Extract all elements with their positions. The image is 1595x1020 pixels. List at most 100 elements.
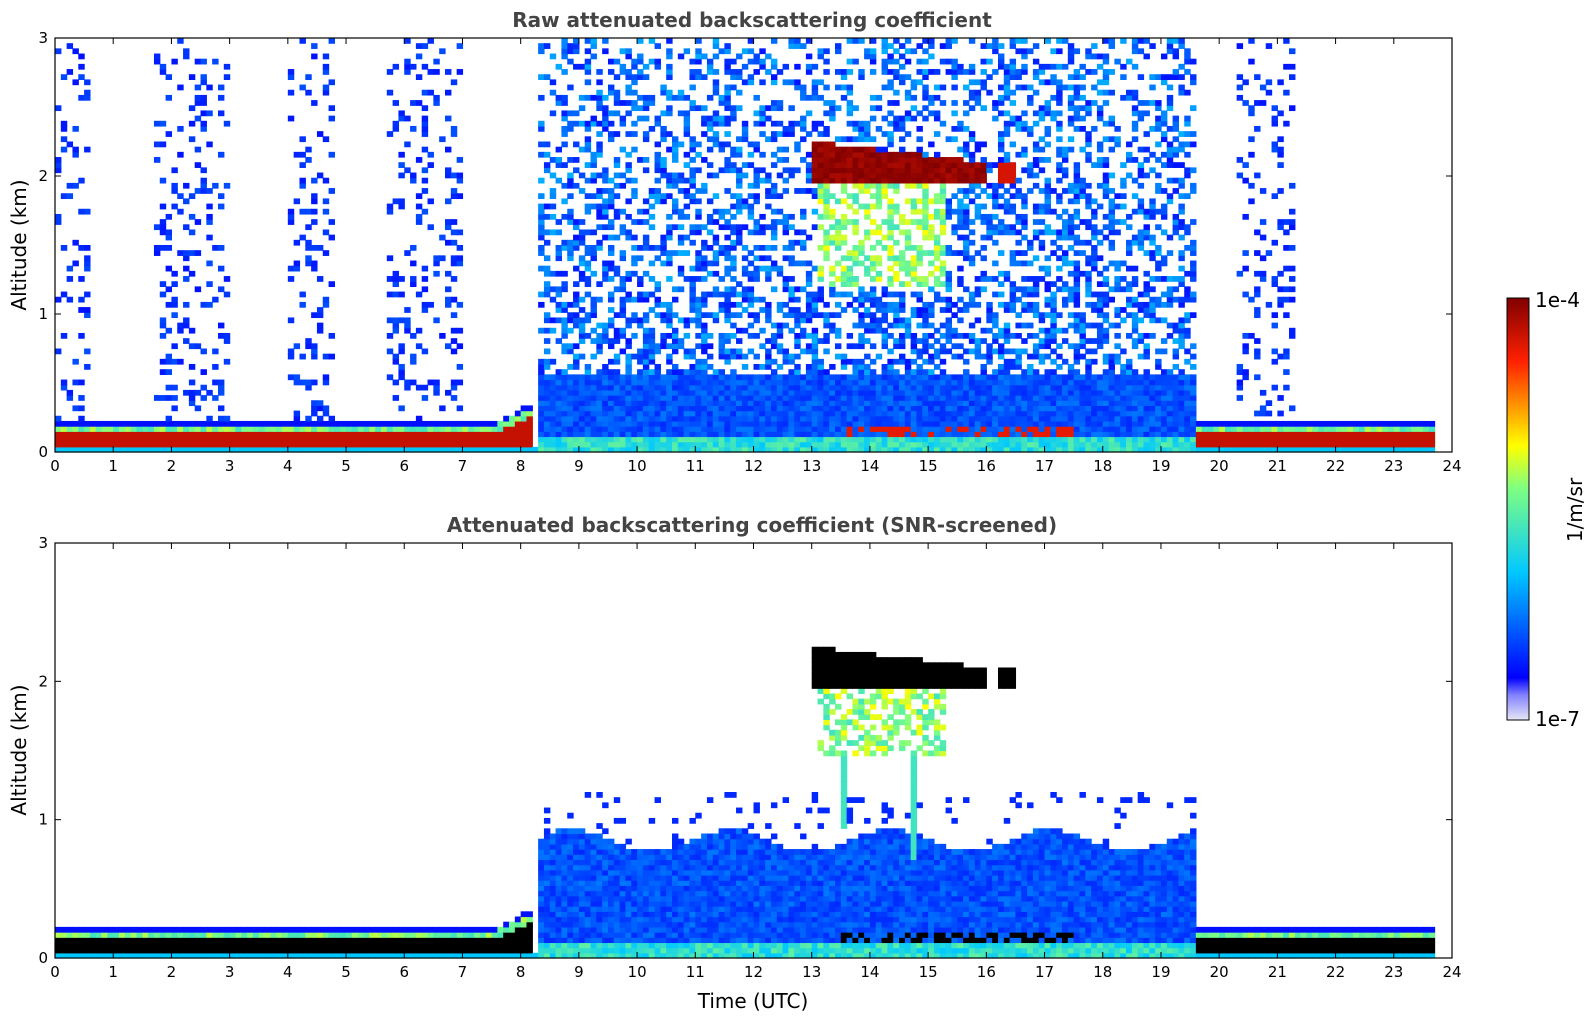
heatmap-cell (584, 79, 592, 86)
panel-raw: Raw attenuated backscattering coefficien… (7, 8, 1462, 475)
heatmap-cell (794, 369, 801, 375)
heatmap-cell (893, 270, 900, 277)
heatmap-cell (165, 420, 173, 427)
heatmap-cell (124, 441, 132, 448)
heatmap-cell (642, 369, 650, 375)
heatmap-cell (642, 131, 650, 137)
heatmap-cell (928, 53, 935, 60)
heatmap-cell (619, 379, 627, 386)
heatmap-cell (747, 270, 755, 277)
heatmap-cell (1038, 79, 1046, 86)
heatmap-cell (829, 410, 836, 417)
heatmap-cell (706, 172, 714, 179)
heatmap-cell (677, 224, 685, 231)
heatmap-cell (188, 136, 196, 143)
heatmap-cell (1032, 405, 1040, 412)
heatmap-cell (829, 177, 836, 184)
heatmap-cell (660, 338, 667, 344)
heatmap-cell (322, 441, 330, 448)
heatmap-cell (578, 384, 586, 391)
heatmap-cell (590, 374, 597, 381)
heatmap-cell (782, 431, 790, 438)
heatmap-cell (747, 48, 755, 55)
heatmap-cell (421, 89, 429, 96)
heatmap-cell (683, 395, 691, 401)
heatmap-cell (718, 291, 725, 298)
heatmap-cell (963, 234, 970, 241)
heatmap-cell (829, 379, 836, 386)
heatmap-cell (986, 400, 993, 407)
heatmap-cell (322, 446, 330, 453)
heatmap-cell (817, 146, 824, 153)
heatmap-cell (852, 358, 859, 365)
heatmap-cell (980, 405, 987, 412)
heatmap-cell (986, 426, 993, 432)
heatmap-cell (1038, 239, 1046, 246)
heatmap-cell (613, 415, 621, 422)
heatmap-cell (398, 317, 405, 324)
heatmap-cell (695, 105, 702, 112)
heatmap-cell (939, 415, 947, 422)
heatmap-cell (968, 198, 976, 205)
heatmap-cell (997, 441, 1005, 448)
heatmap-cell (538, 125, 545, 132)
heatmap-cell (869, 53, 877, 60)
heatmap-cell (311, 177, 318, 184)
heatmap-cell (538, 410, 545, 417)
heatmap-cell (753, 182, 760, 189)
heatmap-cell (968, 291, 976, 298)
heatmap-cell (398, 291, 405, 298)
heatmap-cell (543, 384, 551, 391)
heatmap-cell (875, 379, 883, 386)
heatmap-cell (794, 38, 801, 44)
heatmap-cell (846, 146, 854, 153)
heatmap-cell (584, 193, 592, 200)
heatmap-cell (712, 317, 720, 324)
heatmap-cell (642, 405, 650, 412)
heatmap-cell (637, 369, 644, 375)
heatmap-cell (834, 327, 842, 334)
heatmap-cell (334, 426, 341, 432)
heatmap-cell (858, 260, 865, 267)
heatmap-cell (963, 203, 970, 210)
heatmap-cell (706, 162, 714, 168)
heatmap-cell (747, 389, 755, 396)
heatmap-cell (992, 400, 999, 407)
heatmap-cell (712, 136, 720, 143)
heatmap-cell (578, 374, 586, 381)
heatmap-cell (823, 239, 830, 246)
heatmap-cell (957, 198, 964, 205)
heatmap-cell (770, 332, 778, 339)
heatmap-cell (939, 431, 947, 438)
heatmap-cell (951, 395, 958, 401)
heatmap-cell (584, 291, 592, 298)
heatmap-cell (1003, 79, 1011, 86)
heatmap-cell (840, 400, 848, 407)
heatmap-cell (782, 358, 790, 365)
heatmap-cell (904, 234, 912, 241)
heatmap-cell (916, 446, 923, 453)
heatmap-cell (701, 379, 708, 386)
heatmap-cell (776, 265, 784, 272)
heatmap-cell (514, 410, 522, 417)
heatmap-cell (712, 312, 720, 319)
heatmap-cell (666, 426, 673, 432)
heatmap-cell (596, 208, 603, 215)
heatmap-cell (881, 400, 888, 407)
heatmap-cell (805, 446, 813, 453)
heatmap-cell (252, 426, 260, 432)
heatmap-cell (823, 379, 830, 386)
heatmap-cell (741, 291, 749, 298)
heatmap-cell (287, 420, 295, 427)
heatmap-cell (963, 255, 970, 262)
heatmap-cell (561, 400, 568, 407)
heatmap-cell (788, 125, 795, 132)
heatmap-cell (817, 400, 824, 407)
heatmap-cell (910, 405, 918, 412)
heatmap-cell (741, 364, 749, 370)
heatmap-cell (910, 431, 918, 438)
heatmap-cell (899, 384, 906, 391)
heatmap-cell (631, 270, 638, 277)
heatmap-cell (567, 384, 574, 391)
heatmap-cell (852, 441, 859, 448)
